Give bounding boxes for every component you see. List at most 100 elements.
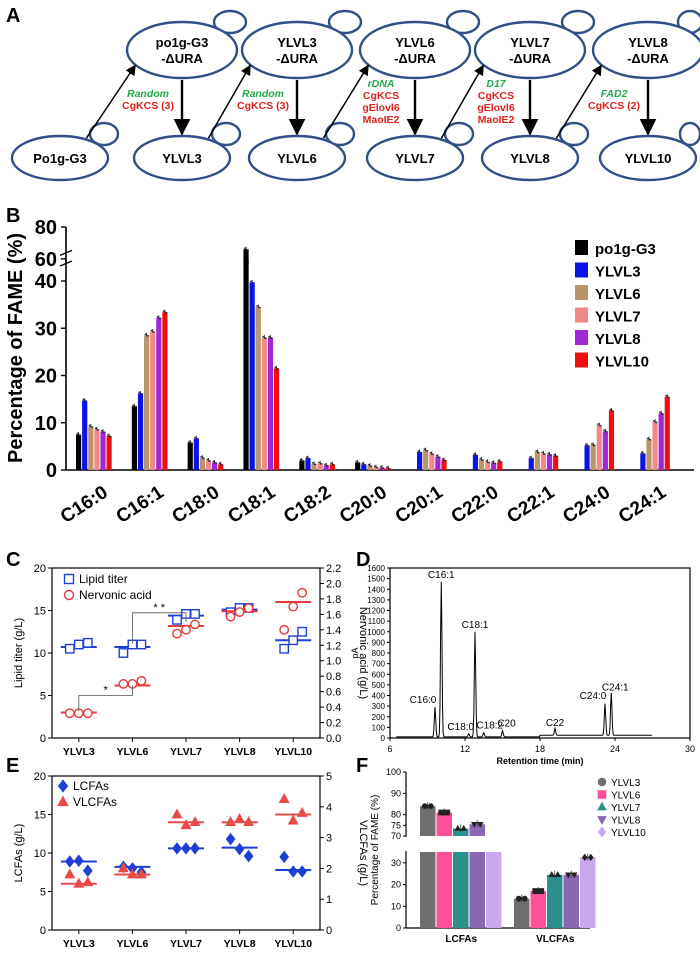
legend-label-ylvl6: YLVL6	[611, 791, 641, 802]
bar-ylvl7-c18-2	[317, 463, 323, 470]
peak-label-c18-2: C18:2	[476, 721, 503, 732]
data-dot	[500, 461, 502, 463]
legend-swatch-ylvl6	[575, 285, 588, 300]
data-dot	[497, 459, 500, 462]
y-tick-label: 0	[396, 923, 401, 933]
data-dot	[361, 462, 364, 465]
sig-label-1: *	[103, 685, 108, 697]
y-tick-label: 10	[391, 901, 401, 911]
legend-label-lcfas: LCFAs	[73, 779, 109, 793]
data-point	[421, 803, 428, 810]
y2-tick-label: 1.0	[326, 656, 341, 668]
data-dot	[435, 454, 438, 457]
strain-label-po1g: Po1g-G3	[33, 151, 86, 166]
bar-ylvl3-c20-0	[361, 464, 367, 470]
data-dot	[547, 452, 550, 455]
legend-marker-lipid-titer	[63, 573, 75, 585]
x-tick-label: LCFAs	[445, 934, 477, 945]
data-dot	[212, 460, 215, 463]
data-dot	[305, 456, 308, 459]
bar-ylvl6-c24-0	[590, 444, 596, 470]
data-dot	[485, 460, 488, 462]
point-lipid-titer	[190, 609, 200, 619]
data-point	[515, 895, 522, 902]
data-dot	[78, 434, 81, 436]
data-point	[581, 853, 588, 862]
arrow-diagonal-3	[322, 64, 369, 139]
point-lcfas	[73, 854, 84, 867]
bar-ylvl3-c22-1	[528, 458, 534, 470]
step-gene-4-2: gElovl6	[477, 102, 515, 114]
data-dot	[593, 444, 596, 447]
data-dot	[379, 465, 382, 468]
data-dot	[584, 443, 587, 446]
bar-ylvl3-lcfas-upper	[420, 806, 436, 836]
y-tick-label: 60	[35, 249, 57, 271]
data-dot	[541, 451, 544, 454]
x-tick-label: 18	[535, 744, 545, 754]
lipid-nervonic-chart: 0 5 10 15 20 0.0 0.2 0.4 0.6 0.8 1.0 1.2 1.4 1.6 1.8 2.…	[13, 563, 369, 758]
data-dot	[162, 310, 165, 313]
data-dot	[252, 282, 255, 284]
data-dot	[543, 453, 546, 455]
y2-axis-title: Nervonic acid (g/L)	[357, 607, 369, 699]
data-dot	[302, 460, 304, 462]
data-point	[587, 853, 594, 862]
cell-bud-ylvl10	[678, 121, 700, 147]
data-dot	[479, 457, 482, 460]
data-dot	[214, 462, 217, 464]
point-vlcfas	[234, 813, 246, 823]
bar-ylvl6-c18-2	[311, 463, 317, 470]
y2-tick-label: 1.4	[326, 625, 341, 637]
bar-ylvl3-c24-1	[640, 453, 646, 470]
x-tick-label: 12	[460, 744, 470, 754]
step-site-4: D17	[486, 78, 506, 90]
arrow-diagonal-4	[440, 64, 484, 139]
point-lcfas	[172, 842, 182, 855]
data-dot	[153, 331, 155, 333]
bar-ylvl7-c18-0	[205, 460, 212, 470]
step-gene-2-1: CgKCS (3)	[237, 100, 289, 112]
data-dot	[320, 462, 323, 465]
x-tick-label: C22:0	[448, 482, 503, 528]
bar-po1g-g3-c16-1	[131, 406, 138, 470]
y-tick-label: 80	[35, 217, 57, 239]
bar-ylvl8-c16-1	[156, 317, 162, 470]
bar-ylvl10-c24-0	[608, 410, 615, 470]
arrow-diagonal-1	[85, 64, 136, 139]
data-dot	[587, 445, 590, 447]
bar-ylvl7-lcfas-upper	[453, 828, 469, 836]
y-tick-label: 1200	[367, 607, 385, 616]
x-tick-label: C24:0	[559, 482, 614, 528]
peak-label-c16-1: C16:1	[428, 570, 455, 581]
bar-ylvl3-c18-1	[249, 282, 255, 470]
data-point	[564, 872, 572, 879]
x-tick-label: C20:1	[392, 482, 447, 528]
bar-ylvl7-c22-0	[485, 461, 491, 470]
y-tick-label: 20	[35, 366, 57, 388]
bar-ylvl6-c18-1	[255, 306, 261, 470]
point-lcfas	[243, 849, 254, 863]
data-dot	[609, 408, 612, 411]
point-vlcfas	[64, 868, 76, 879]
data-dot	[444, 459, 447, 462]
step-gene-3-3: MaoIE2	[363, 114, 400, 126]
bar-ylvl3-c18-2	[305, 458, 311, 470]
data-dot	[132, 404, 135, 407]
strain-cell-po1g	[10, 134, 110, 182]
data-point	[532, 888, 539, 894]
bar-ylvl3-c20-1	[417, 452, 423, 470]
data-dot	[655, 421, 658, 424]
y-axis-title: Percentage of FAME (%)	[370, 795, 381, 906]
y2-tick-label: 4	[326, 802, 332, 814]
data-dot	[529, 456, 531, 459]
data-dot	[537, 451, 540, 454]
x-tick-label: C18:2	[280, 482, 335, 528]
strain-cell-ylvl3	[132, 134, 232, 182]
step-site-3: rDNA	[368, 78, 395, 90]
y-tick-label: 300	[372, 702, 386, 711]
x-tick-label: YLVL7	[170, 938, 202, 950]
legend-label-nervonic-acid: Nervonic acid	[79, 588, 152, 602]
point-vlcfas	[225, 816, 237, 827]
cell-bud-ura7	[560, 9, 596, 35]
